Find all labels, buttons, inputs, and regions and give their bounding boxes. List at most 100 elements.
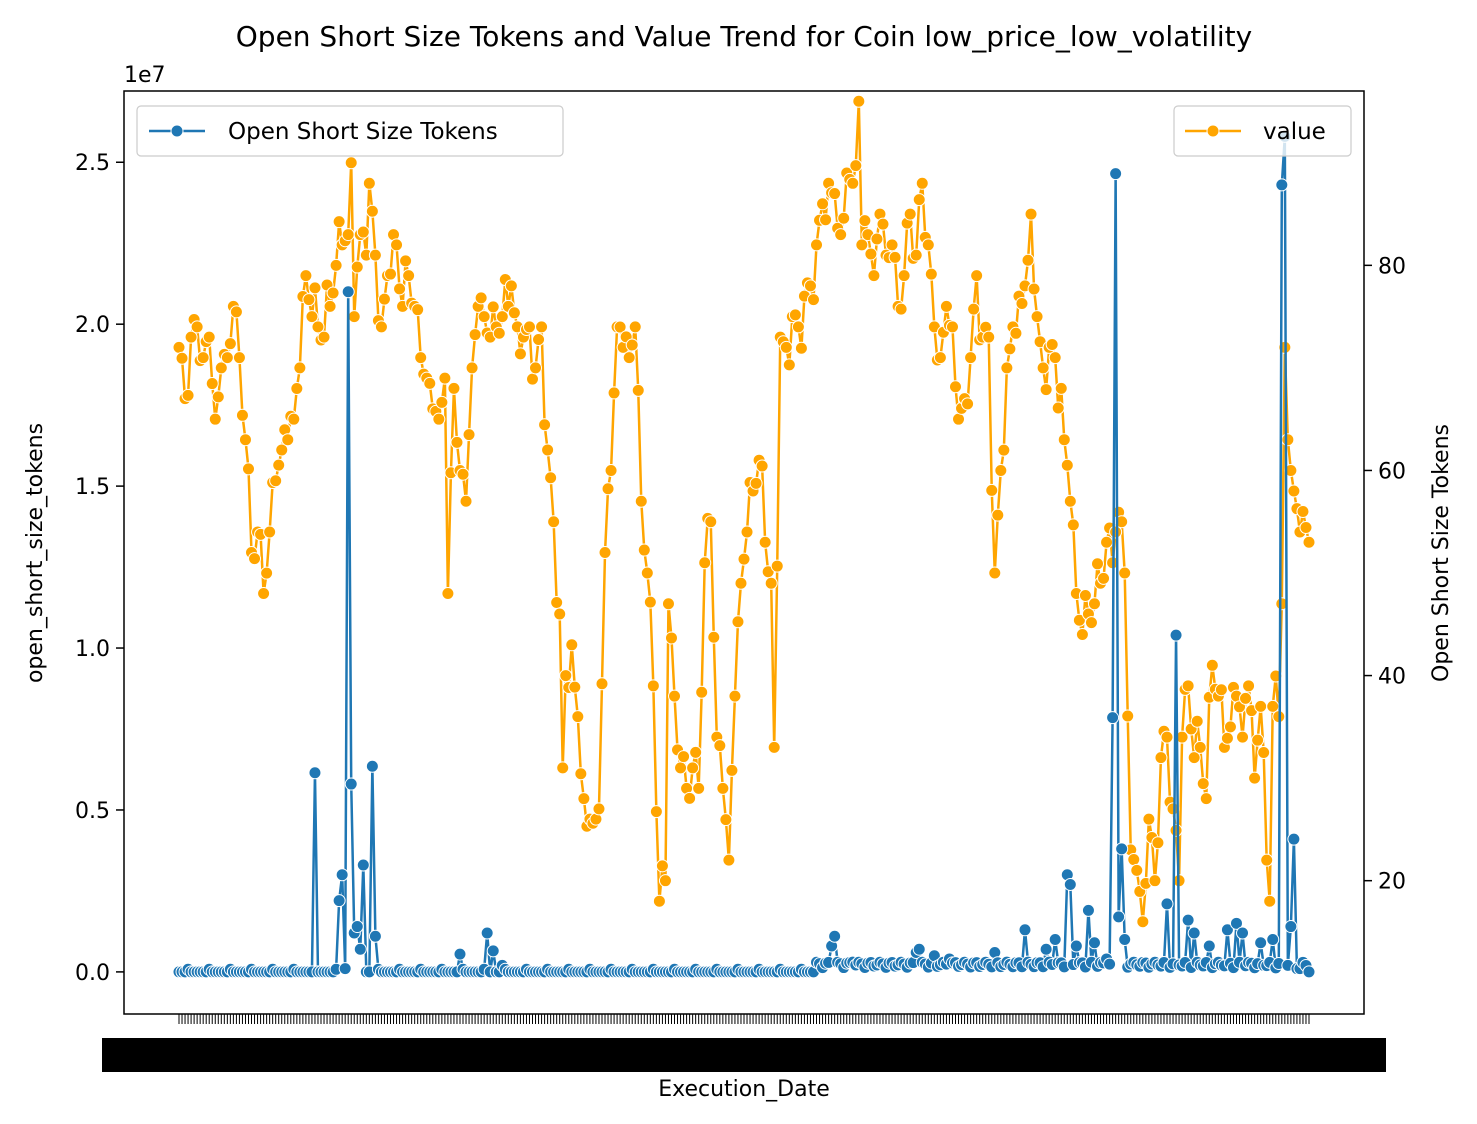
series-value-marker <box>402 269 416 283</box>
legend-right-frame <box>1173 105 1352 157</box>
left-y-axis-label: open_short_size_tokens <box>23 423 48 683</box>
series-value-marker <box>447 381 461 395</box>
series-open-short-size-tokens-marker <box>453 947 467 961</box>
series-value-marker <box>1236 730 1250 744</box>
series-value-marker <box>707 630 721 644</box>
series-value-marker <box>686 761 700 775</box>
series-value-marker <box>1193 740 1207 754</box>
series-value-marker <box>435 395 449 409</box>
series-value-marker <box>326 286 340 300</box>
series-value-marker <box>640 566 654 580</box>
series-value-marker <box>704 515 718 529</box>
series-value-marker <box>459 494 473 508</box>
series-open-short-size-tokens-marker <box>1112 910 1126 924</box>
series-value-marker <box>1130 863 1144 877</box>
right-y-tick-label: 60 <box>1378 459 1406 484</box>
series-value-marker <box>1199 792 1213 806</box>
series-value-marker <box>864 247 878 261</box>
series-value-marker <box>1142 812 1156 826</box>
series-open-short-size-tokens-marker <box>1118 933 1132 947</box>
series-open-short-size-tokens <box>172 129 1316 979</box>
series-open-short-size-tokens-marker <box>1287 832 1301 846</box>
legend-right-label: value <box>1263 119 1326 145</box>
series-value-marker <box>770 559 784 573</box>
series-value-marker <box>414 351 428 365</box>
series-value-marker <box>1220 731 1234 745</box>
series-open-short-size-tokens-marker <box>1181 913 1195 927</box>
series-open-short-size-tokens-marker <box>1220 923 1234 937</box>
series-value-marker <box>634 494 648 508</box>
series-value-marker <box>598 546 612 559</box>
series-open-short-size-tokens-marker <box>1039 942 1053 956</box>
series-value-marker <box>870 232 884 246</box>
series-value-marker <box>377 292 391 306</box>
series-value-marker <box>329 258 343 272</box>
series-open-short-size-tokens-marker <box>1275 178 1289 192</box>
series-value-marker <box>238 433 252 447</box>
series-value-marker <box>719 813 733 827</box>
series-value-marker <box>362 176 376 190</box>
series-value-marker <box>649 805 663 819</box>
series-value-marker <box>522 320 536 334</box>
series-value-marker <box>924 267 938 281</box>
series-open-short-size-tokens-marker <box>1236 926 1250 940</box>
series-open-short-size-tokens-marker <box>1018 923 1032 937</box>
series-open-short-size-tokens-marker <box>308 766 322 780</box>
series-value-marker <box>806 293 820 307</box>
series-open-short-size-tokens-marker <box>344 777 358 791</box>
series-value-marker <box>571 710 585 724</box>
series-value-marker <box>794 341 808 355</box>
series-value-marker <box>175 351 189 365</box>
series-value-marker <box>399 254 413 268</box>
series-value-marker <box>317 330 331 344</box>
series-value-marker <box>235 408 249 422</box>
legend-left-label: Open Short Size Tokens <box>228 119 498 145</box>
series-value-marker <box>921 238 935 252</box>
series-open-short-size-tokens-marker <box>1229 916 1243 930</box>
series-value-marker <box>985 483 999 497</box>
series-value-marker <box>1121 709 1135 723</box>
series-value-marker <box>677 750 691 764</box>
series-value-marker <box>229 305 243 319</box>
left-y-tick-label: 1.0 <box>75 637 110 662</box>
series-value-marker <box>411 303 425 317</box>
series-value-marker <box>477 310 491 324</box>
series-value-marker <box>713 739 727 753</box>
series-value-marker <box>1039 383 1053 397</box>
series-value-marker <box>1302 535 1316 549</box>
series-value-marker <box>263 525 277 539</box>
series-value-marker <box>344 156 358 170</box>
series-value-marker <box>1287 484 1301 498</box>
series-value-marker <box>1078 588 1092 602</box>
series-value-marker <box>652 894 666 908</box>
series-value-marker <box>1063 494 1077 508</box>
series-open-short-size-tokens-marker <box>356 858 370 872</box>
series-value-marker <box>716 781 730 795</box>
series-value-marker <box>692 781 706 795</box>
series-value-marker <box>601 482 615 496</box>
plot-frame <box>123 90 1365 1015</box>
series-value-marker <box>190 320 204 334</box>
series-value-marker <box>1072 613 1086 627</box>
series-value-marker <box>740 525 754 539</box>
series-value-marker <box>755 459 769 473</box>
series-value-marker <box>767 740 781 754</box>
left-y-tick-label: 0.5 <box>75 799 110 824</box>
series-value-marker <box>1148 874 1162 888</box>
series-value-marker <box>725 763 739 777</box>
series-value-marker <box>988 566 1002 580</box>
series-value-marker <box>970 269 984 283</box>
series-value-marker <box>311 320 325 334</box>
series-value-marker <box>356 225 370 239</box>
series-value-marker <box>1030 310 1044 324</box>
series-value-marker <box>1100 535 1114 549</box>
series-value-marker <box>628 320 642 334</box>
series-value-marker <box>961 397 975 411</box>
series-value-marker <box>184 330 198 344</box>
series-value-marker <box>529 361 543 375</box>
series-open-short-size-tokens-marker <box>1284 920 1298 934</box>
series-value-marker <box>810 238 824 252</box>
series-value-marker <box>661 597 675 611</box>
series-value-marker <box>450 435 464 449</box>
series-value-marker <box>299 269 313 283</box>
